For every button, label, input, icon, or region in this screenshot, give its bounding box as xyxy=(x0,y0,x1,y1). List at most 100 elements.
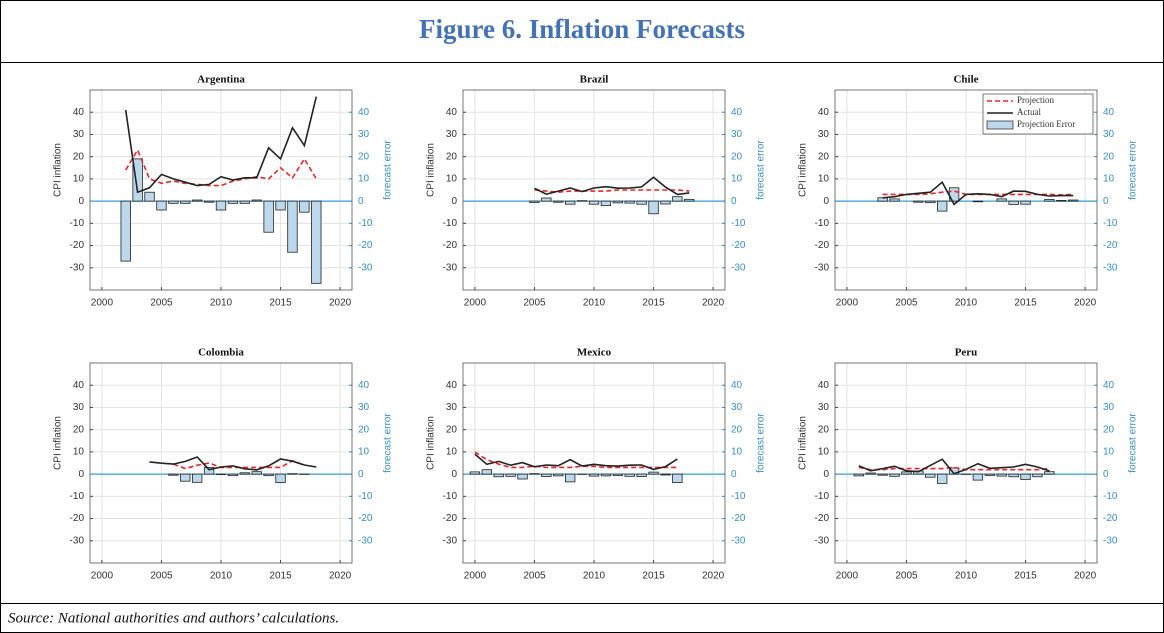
y-tick-label: 0 xyxy=(823,469,829,480)
y2-tick-label: -10 xyxy=(731,218,746,229)
error-bar xyxy=(469,471,481,475)
error-bar xyxy=(275,473,286,483)
y2-tick-label: -20 xyxy=(1103,513,1118,524)
error-bar xyxy=(648,200,659,215)
y-tick-label: -30 xyxy=(815,262,830,273)
projection-line xyxy=(534,189,690,194)
axes-box xyxy=(834,362,1098,564)
y2-axis-label: forecast error xyxy=(1128,413,1139,473)
y2-tick-label: 40 xyxy=(358,380,370,391)
error-bar xyxy=(1020,200,1031,205)
error-bar xyxy=(660,200,671,205)
y2-tick-label: -20 xyxy=(1103,240,1118,251)
x-tick-label: 2010 xyxy=(583,298,606,309)
y-tick-label: 20 xyxy=(446,151,458,162)
y2-axis-label: forecast error xyxy=(1128,140,1139,200)
error-bar xyxy=(180,473,191,482)
x-tick-label: 2005 xyxy=(523,571,546,582)
error-bar xyxy=(925,473,936,478)
y2-tick-label: -20 xyxy=(731,240,746,251)
error-bar xyxy=(1032,473,1043,478)
error-bar xyxy=(1044,471,1055,475)
y-tick-label: 10 xyxy=(818,174,830,185)
y-tick-label: 30 xyxy=(446,129,458,140)
y2-tick-label: 40 xyxy=(731,107,743,118)
y-tick-label: -10 xyxy=(70,491,85,502)
y2-axis-label: forecast error xyxy=(383,140,394,200)
y2-tick-label: -30 xyxy=(1103,535,1118,546)
y-tick-label: 30 xyxy=(818,402,830,413)
y-tick-label: 20 xyxy=(818,151,830,162)
error-bar xyxy=(227,473,239,477)
error-bar xyxy=(624,200,635,204)
error-bar xyxy=(612,200,623,204)
y-tick-label: -30 xyxy=(443,262,458,273)
legend-label: Projection xyxy=(1017,95,1054,105)
y-axis-label: CPI inflation xyxy=(53,143,64,197)
y2-tick-label: 0 xyxy=(1103,469,1109,480)
x-tick-label: 2010 xyxy=(583,571,606,582)
error-bar xyxy=(565,473,576,483)
error-bar xyxy=(889,473,900,477)
y2-tick-label: 10 xyxy=(731,447,743,458)
error-bar xyxy=(1056,200,1067,202)
y-tick-label: 10 xyxy=(446,447,458,458)
error-bar xyxy=(648,471,659,475)
y-tick-label: 20 xyxy=(73,151,85,162)
y2-tick-label: 20 xyxy=(358,424,370,435)
error-bar xyxy=(972,200,984,203)
error-bar xyxy=(505,473,516,477)
y-tick-label: -20 xyxy=(70,240,85,251)
y-tick-label: -20 xyxy=(815,240,830,251)
x-tick-label: 2005 xyxy=(895,571,918,582)
y-tick-label: -10 xyxy=(815,218,830,229)
error-bar xyxy=(996,198,1007,202)
projection-line xyxy=(474,451,678,469)
actual-line xyxy=(124,96,318,194)
error-bar xyxy=(493,473,504,478)
error-bar xyxy=(1020,473,1031,480)
y2-tick-label: -20 xyxy=(358,513,373,524)
error-bar xyxy=(925,200,936,204)
error-bar xyxy=(144,191,155,202)
y2-tick-label: 20 xyxy=(731,424,743,435)
y2-tick-label: 10 xyxy=(1103,447,1115,458)
x-tick-label: 2020 xyxy=(329,571,352,582)
y-tick-label: 30 xyxy=(818,129,830,140)
error-bar xyxy=(972,473,984,481)
actual-line xyxy=(858,458,1050,475)
y-tick-label: 40 xyxy=(73,107,85,118)
error-bar xyxy=(612,473,623,476)
y-axis-label: CPI inflation xyxy=(798,416,809,470)
y-tick-label: -20 xyxy=(815,513,830,524)
error-bar xyxy=(901,471,912,475)
y-tick-label: 0 xyxy=(451,196,457,207)
actual-line xyxy=(882,180,1074,206)
x-tick-label: 2000 xyxy=(836,571,859,582)
legend-swatch xyxy=(986,120,1014,130)
error-bar xyxy=(1008,200,1019,205)
chart-title: Argentina xyxy=(197,74,245,86)
y2-tick-label: 30 xyxy=(1103,129,1115,140)
error-bar xyxy=(227,200,239,204)
y-axis-label: CPI inflation xyxy=(798,143,809,197)
error-bar xyxy=(203,467,215,475)
x-tick-label: 2005 xyxy=(150,298,173,309)
error-bar xyxy=(672,473,683,483)
y-tick-label: -30 xyxy=(70,262,85,273)
error-bar xyxy=(565,200,576,205)
y2-tick-label: -30 xyxy=(358,535,373,546)
error-bar xyxy=(251,199,262,202)
y-tick-label: -20 xyxy=(443,513,458,524)
y-tick-label: -20 xyxy=(443,240,458,251)
x-tick-label: 2005 xyxy=(150,571,173,582)
y-tick-label: 40 xyxy=(818,107,830,118)
y-tick-label: -30 xyxy=(70,535,85,546)
y2-tick-label: 10 xyxy=(358,174,370,185)
error-bar xyxy=(1008,473,1019,478)
y2-axis-label: forecast error xyxy=(756,140,767,200)
actual-line xyxy=(149,456,317,471)
y2-tick-label: 40 xyxy=(731,380,743,391)
error-bar xyxy=(529,200,540,203)
